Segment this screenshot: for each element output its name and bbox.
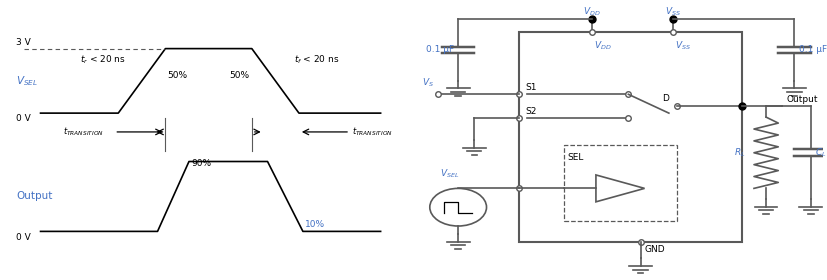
Text: S1: S1: [525, 83, 537, 92]
Text: $t_{TRANSITION}$: $t_{TRANSITION}$: [63, 126, 104, 138]
Text: SEL: SEL: [567, 153, 584, 162]
Text: 3 V: 3 V: [17, 38, 31, 47]
Bar: [563, 145, 677, 221]
Text: $C_L$: $C_L$: [815, 146, 826, 159]
Text: $R_L$: $R_L$: [734, 146, 746, 159]
Text: 0 V: 0 V: [17, 115, 31, 123]
Text: $t_{TRANSITION}$: $t_{TRANSITION}$: [352, 126, 393, 138]
Text: 50%: 50%: [230, 71, 250, 80]
Text: $t_f$ < 20 ns: $t_f$ < 20 ns: [294, 53, 339, 66]
Text: 50%: 50%: [167, 71, 188, 80]
Text: $V_{SEL}$: $V_{SEL}$: [17, 74, 38, 88]
Text: GND: GND: [644, 245, 665, 254]
Text: 90%: 90%: [191, 160, 211, 169]
Text: D: D: [662, 94, 669, 103]
Text: $t_r$ < 20 ns: $t_r$ < 20 ns: [79, 53, 126, 66]
Text: Output: Output: [17, 192, 52, 201]
Text: $V_S$: $V_S$: [422, 76, 434, 89]
Text: 0 V: 0 V: [17, 233, 31, 242]
Text: $V_{SEL}$: $V_{SEL}$: [441, 168, 460, 180]
Text: $V_{SS}$: $V_{SS}$: [665, 6, 681, 18]
Text: 0.1 µF: 0.1 µF: [426, 45, 454, 54]
Text: $V_{SS}$: $V_{SS}$: [675, 40, 691, 52]
Text: 0.1 µF: 0.1 µF: [799, 45, 827, 54]
Text: 10%: 10%: [305, 220, 325, 229]
Text: Output: Output: [786, 95, 818, 104]
Text: $V_{DD}$: $V_{DD}$: [583, 6, 600, 18]
Text: $V_{DD}$: $V_{DD}$: [594, 40, 611, 52]
Bar: [519, 32, 742, 242]
Text: S2: S2: [525, 108, 537, 116]
